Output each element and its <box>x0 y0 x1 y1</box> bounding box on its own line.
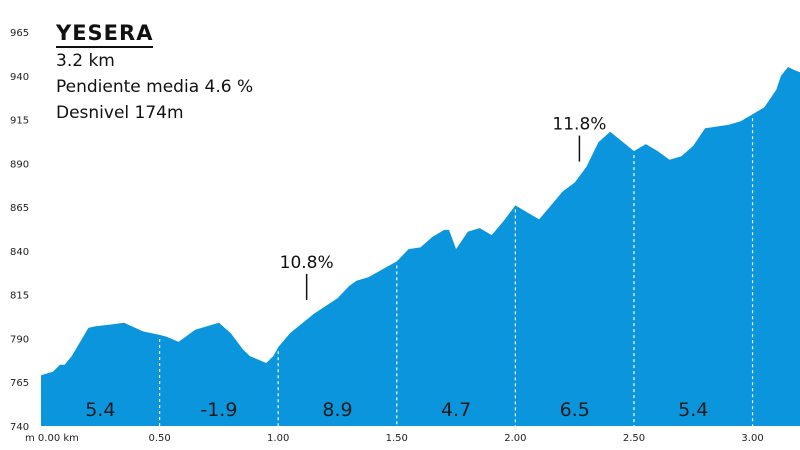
y-tick-label: 815 <box>10 291 29 302</box>
y-tick-label: 865 <box>10 203 29 214</box>
x-tick-label: m 0.00 km <box>25 433 79 444</box>
segment-gradient-labels: 5.4 -1.9 8.9 4.7 6.5 5.4 <box>85 399 708 421</box>
y-tick-label: 840 <box>10 247 29 258</box>
segment-gradient-label: 8.9 <box>322 399 352 421</box>
elevation-profile-area <box>41 67 800 426</box>
y-tick-label: 765 <box>10 378 29 389</box>
x-tick-label: 3.00 <box>741 433 763 444</box>
y-tick-label: 940 <box>10 72 29 83</box>
segment-gradient-label: 5.4 <box>85 399 115 421</box>
climb-elevation-gain: Desnivel 174m <box>56 103 184 123</box>
climb-average-gradient: Pendiente media 4.6 % <box>56 77 254 97</box>
x-tick-label: 2.00 <box>504 433 526 444</box>
x-tick-label: 1.50 <box>386 433 408 444</box>
segment-gradient-label: -1.9 <box>200 399 237 421</box>
y-tick-label: 740 <box>10 422 29 433</box>
y-tick-label: 890 <box>10 159 29 170</box>
segment-dividers <box>158 118 754 426</box>
segment-gradient-label: 4.7 <box>441 399 471 421</box>
segment-gradient-label: 6.5 <box>560 399 590 421</box>
x-tick-label: 0.50 <box>148 433 170 444</box>
y-tick-label: 915 <box>10 116 29 127</box>
y-tick-label: 790 <box>10 334 29 345</box>
annotation-label: 11.8% <box>552 115 606 135</box>
climb-info: YESERA 3.2 km Pendiente media 4.6 % Desn… <box>56 20 253 126</box>
x-axis: m 0.00 km 0.50 1.00 1.50 2.00 2.50 3.00 <box>25 433 764 444</box>
y-tick-label: 965 <box>10 28 29 39</box>
x-tick-label: 1.00 <box>267 433 289 444</box>
climb-distance: 3.2 km <box>56 51 115 71</box>
climb-title: YESERA <box>56 20 154 48</box>
segment-gradient-label: 5.4 <box>678 399 708 421</box>
gradient-annotations: 10.8% 11.8% <box>280 115 606 300</box>
x-tick-label: 2.50 <box>623 433 645 444</box>
y-axis: 740 765 790 815 840 865 890 915 940 965 <box>10 28 29 433</box>
annotation-label: 10.8% <box>280 253 334 273</box>
